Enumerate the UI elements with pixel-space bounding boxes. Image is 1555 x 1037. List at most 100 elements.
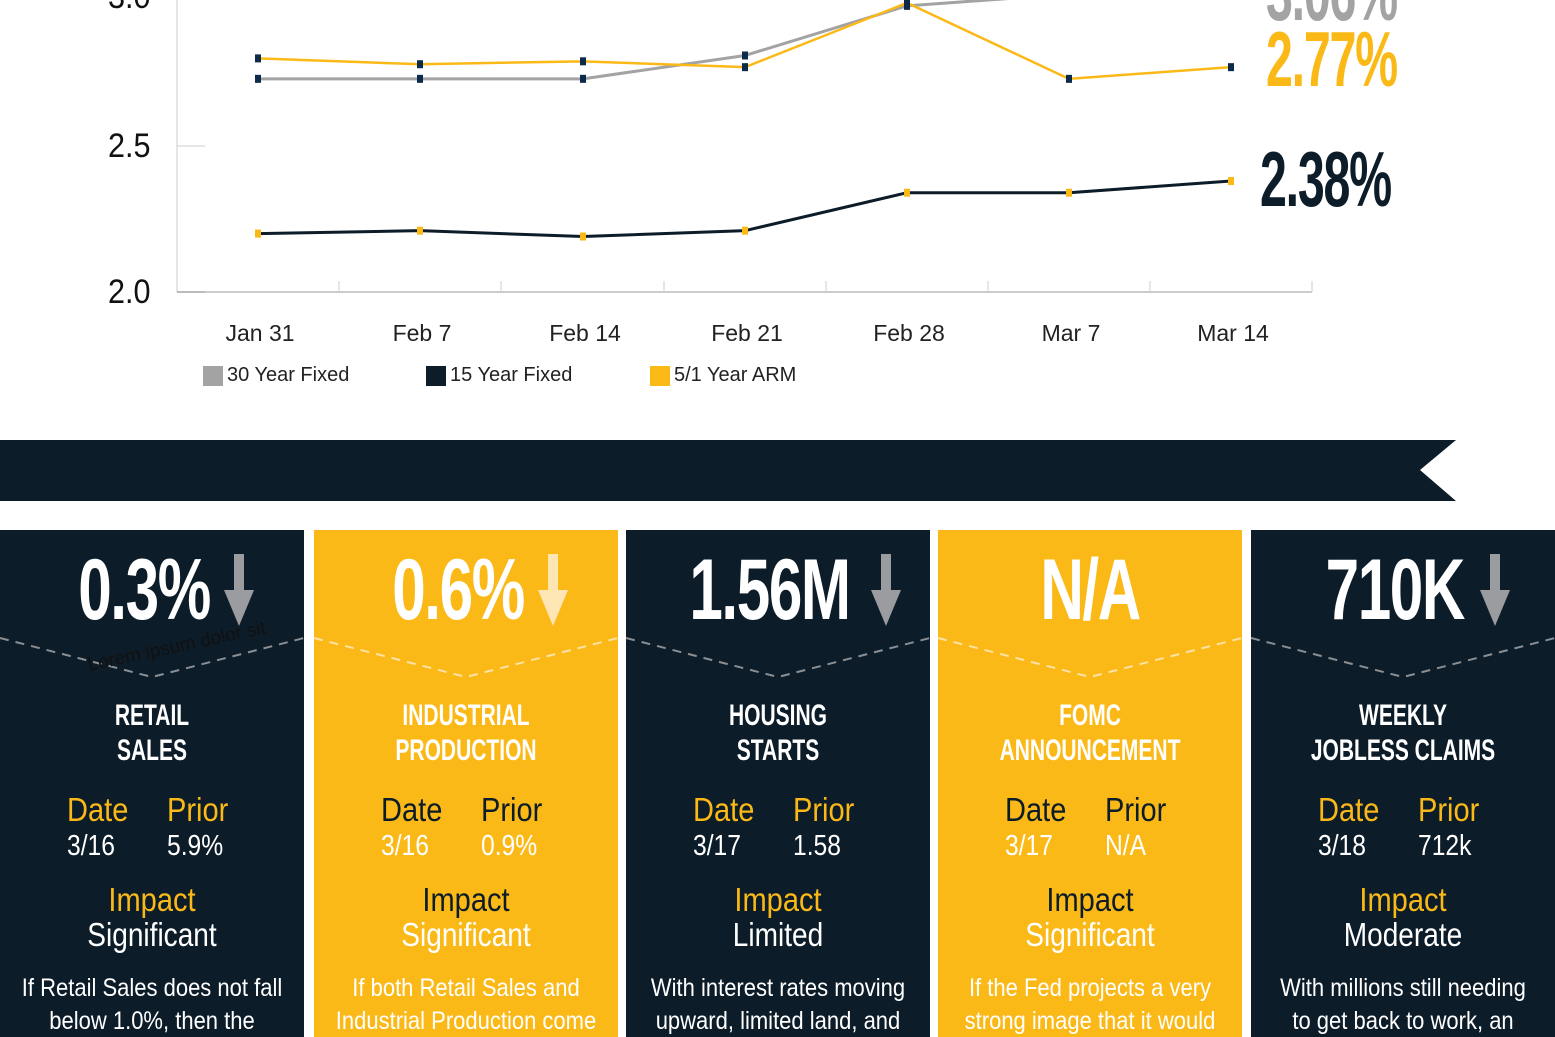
indicator-value: 710K (1325, 541, 1466, 638)
title-line: PRODUCTION (395, 734, 537, 767)
data-point (255, 54, 261, 63)
impact-label: Impact (1046, 881, 1134, 918)
prior-label: Prior (793, 791, 855, 828)
data-point (1066, 74, 1072, 83)
indicator-title: RETAIL SALES (0, 698, 304, 768)
date-label: Date (1318, 791, 1380, 828)
dashed-chevron-divider (626, 637, 930, 679)
section-banner (0, 440, 1456, 501)
indicator-value: 1.56M (689, 541, 852, 638)
date-prior-block: Date 3/17 Prior 1.58 (626, 792, 930, 864)
y-tick-label: 2.5 (108, 127, 151, 165)
value-row: 1.56M (626, 540, 930, 640)
data-point (417, 226, 423, 235)
title-line: STARTS (736, 734, 820, 767)
title-line: SALES (116, 734, 188, 767)
description-line: upward, limited land, and (655, 1007, 901, 1035)
prior-label: Prior (481, 791, 543, 828)
data-point (580, 232, 586, 241)
dashed-chevron-divider (938, 637, 1242, 679)
data-point (417, 60, 423, 69)
title-line: INDUSTRIAL (402, 699, 530, 732)
indicator-card: 1.56M HOUSING STARTS Date 3/17 Prior 1.58 I… (626, 530, 930, 1037)
end-label-15-year: 2.38% (1260, 135, 1392, 223)
indicator-title: HOUSING STARTS (626, 698, 930, 768)
prior-label: Prior (167, 791, 229, 828)
date-label: Date (67, 791, 129, 828)
data-point (580, 74, 586, 83)
impact-label: Impact (422, 881, 510, 918)
description-line: If Retail Sales does not fall (21, 974, 283, 1002)
impact-block: Impact Moderate (1251, 882, 1555, 952)
y-tick-label: 2.0 (108, 273, 151, 311)
date-value: 3/18 (1318, 830, 1367, 862)
description-line: strong image that it would (964, 1007, 1216, 1035)
indicator-value: 0.3% (78, 541, 211, 638)
x-tick-label: Mar 14 (1197, 320, 1269, 346)
impact-value: Limited (732, 916, 824, 953)
title-line: RETAIL (114, 699, 190, 732)
data-point (742, 226, 748, 235)
date-value: 3/16 (67, 830, 116, 862)
x-tick-label: Feb 14 (549, 320, 621, 346)
legend-swatch (650, 365, 670, 386)
date-prior-block: Date 3/16 Prior 0.9% (314, 792, 618, 864)
prior-value: 1.58 (793, 830, 842, 862)
date-value: 3/16 (381, 830, 430, 862)
indicator-card: N/A FOMC ANNOUNCEMENT Date 3/17 Prior N/A I… (938, 530, 1242, 1037)
value-row: N/A (938, 540, 1242, 640)
date-value: 3/17 (1005, 830, 1054, 862)
impact-value: Significant (1025, 916, 1155, 953)
end-label-30-year: 3.06% (1266, 0, 1398, 39)
impact-block: Impact Significant (938, 882, 1242, 952)
description-line: With interest rates moving (650, 974, 906, 1002)
x-tick-label: Feb 28 (873, 320, 945, 346)
x-tick-label: Feb 21 (711, 320, 783, 346)
title-line: FOMC (1059, 699, 1121, 732)
mortgage-rate-chart (176, 0, 1313, 293)
legend-label: 30 Year Fixed (227, 364, 350, 386)
down-arrow-icon (870, 554, 901, 626)
legend-label: 15 Year Fixed (450, 364, 573, 386)
dashed-chevron-divider (314, 637, 618, 679)
title-line: WEEKLY (1359, 699, 1447, 732)
prior-value: 0.9% (481, 830, 538, 862)
legend-label: 5/1 Year ARM (674, 364, 797, 386)
dashed-chevron-divider (1251, 637, 1555, 679)
description-line: If the Fed projects a very (968, 974, 1212, 1002)
prior-label: Prior (1418, 791, 1480, 828)
date-label: Date (381, 791, 443, 828)
end-label-arm: 2.77% (1266, 15, 1398, 103)
value-row: 0.6% (314, 540, 618, 640)
data-point (1228, 177, 1234, 186)
legend-item-30-year: 30 Year Fixed (203, 364, 349, 387)
data-point (742, 51, 748, 60)
legend-item-arm: 5/1 Year ARM (650, 364, 796, 387)
data-point (255, 229, 261, 238)
indicator-value: 0.6% (392, 541, 525, 638)
title-line: HOUSING (728, 699, 827, 732)
indicator-card: 0.6% INDUSTRIAL PRODUCTION Date 3/16 Prior… (314, 530, 618, 1037)
indicator-title: INDUSTRIAL PRODUCTION (314, 698, 618, 768)
indicator-title: FOMC ANNOUNCEMENT (938, 698, 1242, 768)
legend-item-15-year: 15 Year Fixed (426, 364, 572, 387)
indicator-value: N/A (1040, 541, 1141, 638)
impact-value: Significant (401, 916, 531, 953)
legend-swatch (426, 365, 446, 386)
impact-label: Impact (1359, 881, 1447, 918)
description-line: below 1.0%, then the (49, 1007, 255, 1035)
y-tick-label: 3.0 (108, 0, 151, 17)
description-line: to get back to work, an (1292, 1007, 1514, 1035)
date-prior-block: Date 3/17 Prior N/A (938, 792, 1242, 864)
down-arrow-icon (224, 554, 255, 626)
indicator-description: If the Fed projects a very strong image t… (938, 972, 1242, 1037)
indicator-card: 0.3% RETAIL SALES Date 3/16 Prior 5.9% Impa… (0, 530, 304, 1037)
description-line: Industrial Production come (335, 1007, 597, 1035)
date-value: 3/17 (693, 830, 742, 862)
data-point (1228, 63, 1234, 72)
data-point (580, 57, 586, 66)
description-line: If both Retail Sales and (352, 974, 580, 1002)
date-label: Date (1005, 791, 1067, 828)
data-point (255, 74, 261, 83)
description-line: With millions still needing (1280, 974, 1526, 1002)
